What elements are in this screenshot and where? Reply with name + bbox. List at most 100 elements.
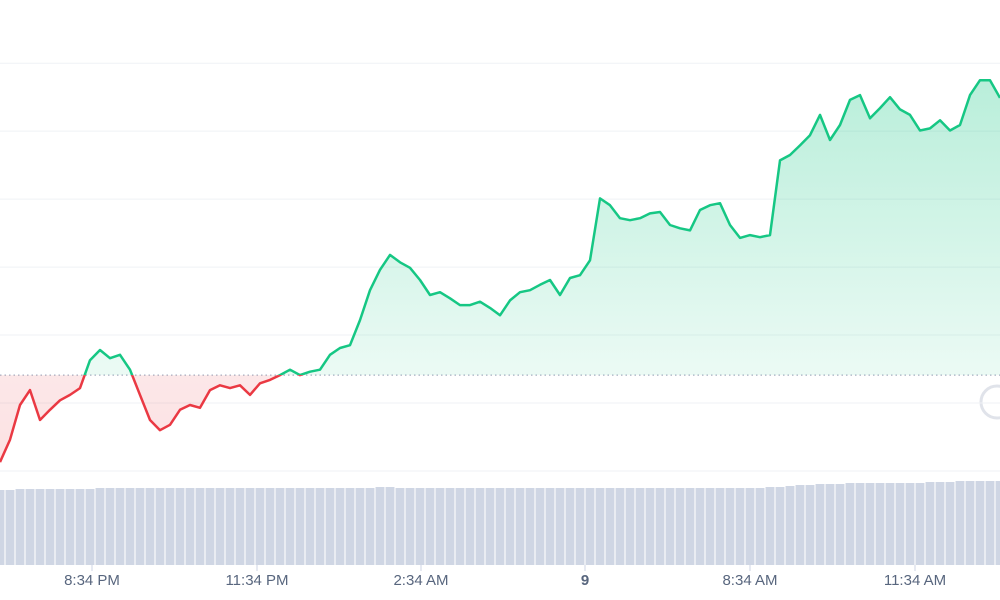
volume-bar	[955, 481, 965, 565]
volume-bar	[655, 488, 665, 565]
volume-bar	[845, 483, 855, 565]
volume-bar	[915, 483, 925, 565]
volume-bar	[25, 489, 35, 565]
volume-bar	[35, 489, 45, 565]
volume-bar	[265, 488, 275, 565]
volume-bar	[205, 488, 215, 565]
volume-bar	[345, 488, 355, 565]
volume-bar	[525, 488, 535, 565]
volume-bar	[285, 488, 295, 565]
volume-bar	[85, 489, 95, 565]
volume-bar	[865, 483, 875, 565]
volume-bar	[335, 488, 345, 565]
volume-bar	[805, 485, 815, 565]
x-tick-label: 9	[581, 572, 589, 589]
volume-bar	[665, 488, 675, 565]
volume-bar	[765, 487, 775, 565]
volume-bar	[465, 488, 475, 565]
volume-bar	[105, 488, 115, 565]
volume-bar	[615, 488, 625, 565]
volume-bar	[315, 488, 325, 565]
x-tick-label: 11:34 PM	[225, 572, 288, 589]
price-line-up	[83, 78, 1000, 376]
volume-bar	[355, 488, 365, 565]
volume-bar	[185, 488, 195, 565]
volume-bar	[565, 488, 575, 565]
volume-bar	[0, 490, 5, 565]
volume-bar	[815, 484, 825, 565]
x-tick-label: 11:34 AM	[884, 572, 946, 589]
volume-bar	[505, 488, 515, 565]
volume-bar	[675, 488, 685, 565]
volume-bar	[735, 488, 745, 565]
volume-bar	[455, 488, 465, 565]
volume-bar	[165, 488, 175, 565]
volume-bar	[295, 488, 305, 565]
volume-bar	[485, 488, 495, 565]
volume-bar	[785, 486, 795, 565]
volume-bar	[745, 488, 755, 565]
volume-bar	[55, 489, 65, 565]
volume-bar	[365, 488, 375, 565]
volume-bar	[975, 481, 985, 565]
volume-bar	[985, 481, 995, 565]
volume-bar	[725, 488, 735, 565]
volume-bar	[605, 488, 615, 565]
volume-bar	[895, 483, 905, 565]
volume-bar	[45, 489, 55, 565]
volume-bar	[575, 488, 585, 565]
volume-bar	[995, 481, 1000, 565]
volume-bar	[155, 488, 165, 565]
volume-bar	[135, 488, 145, 565]
volume-bar	[215, 488, 225, 565]
volume-bar	[415, 488, 425, 565]
volume-bar	[125, 488, 135, 565]
volume-bar	[935, 482, 945, 565]
volume-bar	[375, 487, 385, 565]
volume-bar	[715, 488, 725, 565]
volume-bar	[535, 488, 545, 565]
volume-bar	[705, 488, 715, 565]
volume-bar	[585, 488, 595, 565]
volume-bar	[595, 488, 605, 565]
x-tick-label: 8:34 PM	[64, 572, 120, 589]
volume-bar	[95, 488, 105, 565]
price-line-down	[0, 375, 304, 463]
volume-bar	[475, 488, 485, 565]
watermark	[979, 384, 1000, 420]
volume-bar	[15, 489, 25, 565]
volume-bar	[145, 488, 155, 565]
volume-bar	[625, 488, 635, 565]
volume-bar	[115, 488, 125, 565]
volume-bar	[275, 488, 285, 565]
volume-bar	[965, 481, 975, 565]
volume-bar	[645, 488, 655, 565]
volume-bar	[775, 487, 785, 565]
volume-bar	[635, 488, 645, 565]
volume-bar	[445, 488, 455, 565]
volume-bar	[825, 484, 835, 565]
volume-bar	[195, 488, 205, 565]
x-tick-label: 2:34 AM	[393, 572, 448, 589]
volume-bar	[755, 488, 765, 565]
volume-bar	[385, 487, 395, 565]
volume-bar	[855, 483, 865, 565]
volume-bar	[75, 489, 85, 565]
volume-bar	[255, 488, 265, 565]
volume-bar	[175, 488, 185, 565]
volume-bar	[495, 488, 505, 565]
volume-bar	[555, 488, 565, 565]
volume-bar	[305, 488, 315, 565]
volume-bar	[835, 484, 845, 565]
volume-bar	[435, 488, 445, 565]
volume-bar	[545, 488, 555, 565]
x-tick-label: 8:34 AM	[722, 572, 777, 589]
volume-bar	[225, 488, 235, 565]
volume-bar	[405, 488, 415, 565]
volume-bar	[695, 488, 705, 565]
volume-bar	[945, 482, 955, 565]
volume-bar	[395, 488, 405, 565]
volume-bar	[905, 483, 915, 565]
volume-bar	[325, 488, 335, 565]
